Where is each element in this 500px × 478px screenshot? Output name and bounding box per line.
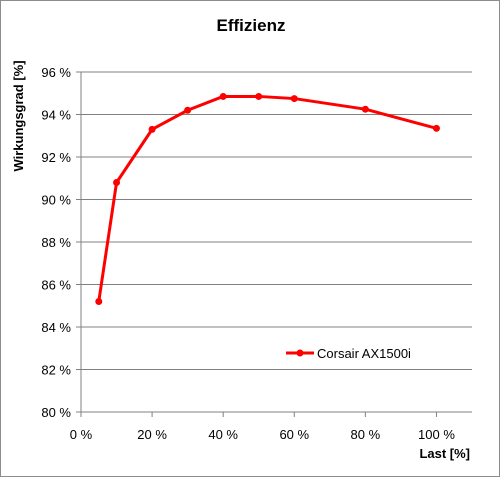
y-tick-label: 94 % (41, 108, 71, 123)
y-tick-label: 80 % (41, 405, 71, 420)
x-tick-label: 0 % (70, 427, 93, 442)
data-point (255, 92, 263, 100)
y-tick-label: 96 % (41, 65, 71, 80)
x-tick-label: 80 % (351, 427, 381, 442)
y-axis-title: Wirkungsgrad [%] (11, 60, 26, 171)
y-tick-label: 88 % (41, 235, 71, 250)
data-point (113, 179, 121, 186)
chart-title: Effizienz (217, 16, 286, 35)
data-point (219, 92, 227, 100)
x-axis-title: Last [%] (419, 446, 470, 461)
data-point (184, 106, 192, 114)
gridlines (76, 71, 472, 413)
y-tick-label: 90 % (41, 193, 71, 208)
data-point (148, 125, 156, 133)
legend: Corsair AX1500i (286, 346, 411, 361)
x-tick-label: 40 % (208, 427, 238, 442)
data-point (290, 95, 298, 103)
x-tick-label: 100 % (418, 427, 455, 442)
legend-entry-label: Corsair AX1500i (317, 346, 411, 361)
y-tick-label: 82 % (41, 363, 71, 378)
legend-marker-swatch (296, 349, 304, 357)
y-tick-labels: 80 % 82 % 84 % 86 % 88 % 90 % 92 % 94 % 96 % (41, 65, 71, 420)
x-tick-labels: 0 % 20 % 40 % 60 % 80 % 100 % (70, 427, 456, 442)
data-point (95, 298, 103, 305)
axes (80, 72, 472, 417)
y-tick-label: 92 % (41, 150, 71, 165)
data-point (432, 124, 440, 132)
y-tick-label: 86 % (41, 278, 71, 293)
y-tick-label: 84 % (41, 320, 71, 335)
series-group (95, 92, 440, 305)
x-tick-label: 60 % (279, 427, 309, 442)
data-point (361, 105, 369, 113)
x-tick-label: 20 % (137, 427, 167, 442)
